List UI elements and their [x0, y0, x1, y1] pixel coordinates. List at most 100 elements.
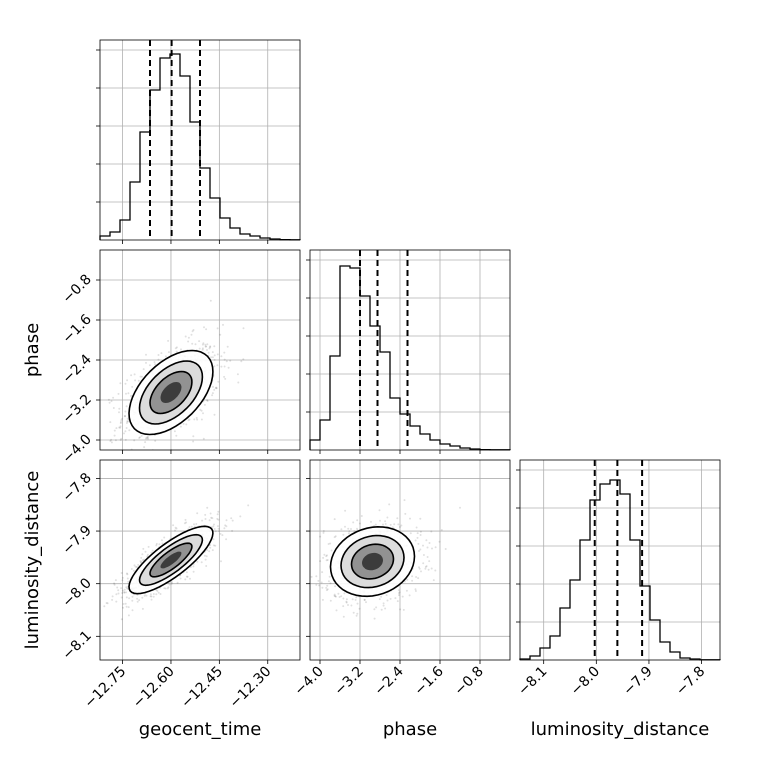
- scatter-point: [167, 351, 170, 354]
- scatter-point: [334, 585, 337, 588]
- scatter-point: [137, 379, 140, 382]
- scatter-point: [186, 575, 189, 578]
- scatter-point: [121, 592, 124, 594]
- scatter-point: [196, 418, 199, 421]
- scatter-point: [333, 518, 336, 521]
- scatter-point: [398, 526, 401, 528]
- scatter-point: [148, 364, 151, 367]
- scatter-point: [216, 364, 219, 367]
- scatter-point: [192, 570, 195, 573]
- tick-label-x: −2.4: [371, 663, 406, 698]
- scatter-point: [201, 519, 204, 522]
- scatter-point: [225, 525, 228, 528]
- scatter-point: [153, 361, 156, 364]
- scatter-point: [375, 606, 378, 609]
- scatter-point: [201, 348, 204, 351]
- scatter-point: [198, 347, 201, 350]
- scatter-point: [205, 328, 208, 331]
- scatter-point: [145, 594, 148, 597]
- scatter-point: [363, 598, 366, 601]
- scatter-point: [374, 523, 377, 526]
- scatter-point: [212, 385, 214, 388]
- panel-luminosity_distance-luminosity_distance: −8.1 −8.0 −7.9 −7.8: [515, 459, 721, 699]
- scatter-point: [239, 515, 242, 518]
- scatter-point: [236, 373, 239, 376]
- scatter-point: [112, 407, 115, 409]
- scatter-point: [227, 366, 230, 369]
- scatter-point: [340, 595, 343, 598]
- scatter-point: [396, 600, 399, 603]
- scatter-point: [191, 330, 194, 333]
- scatter-point: [155, 544, 158, 547]
- scatter-point: [128, 429, 131, 432]
- scatter-point: [294, 561, 296, 563]
- tick-label-y: −1.6: [59, 311, 94, 346]
- scatter-point: [133, 564, 136, 567]
- tick-label-x: −12.60: [130, 664, 178, 712]
- scatter-point: [188, 526, 191, 529]
- scatter-point: [189, 577, 191, 580]
- scatter-point: [240, 360, 243, 363]
- scatter-point: [192, 440, 195, 443]
- scatter-point: [120, 437, 123, 440]
- scatter-point: [103, 605, 106, 608]
- scatter-point: [193, 418, 196, 421]
- scatter-point: [130, 374, 133, 377]
- scatter-point: [158, 543, 161, 546]
- scatter-point: [414, 539, 417, 542]
- scatter-point: [391, 526, 394, 529]
- scatter-point: [196, 560, 199, 563]
- scatter-point: [138, 599, 141, 602]
- scatter-point: [217, 527, 220, 530]
- scatter-point: [157, 358, 160, 361]
- scatter-point: [213, 365, 216, 368]
- tick-label-y: −8.0: [59, 575, 94, 610]
- scatter-point: [187, 336, 190, 339]
- scatter-point: [402, 608, 405, 611]
- scatter-point: [133, 373, 136, 376]
- scatter-point: [141, 607, 144, 610]
- scatter-point: [211, 549, 214, 552]
- scatter-point: [396, 517, 399, 520]
- scatter-point: [150, 598, 153, 601]
- scatter-point: [203, 554, 206, 557]
- scatter-point: [124, 382, 127, 385]
- scatter-point: [205, 555, 208, 558]
- scatter-point: [142, 368, 145, 371]
- scatter-point: [216, 517, 219, 520]
- scatter-point: [125, 596, 128, 599]
- scatter-point: [214, 387, 217, 390]
- scatter-point: [398, 592, 400, 595]
- scatter-point: [398, 594, 400, 597]
- scatter-point: [225, 519, 228, 522]
- scatter-point: [108, 401, 111, 404]
- scatter-point: [131, 609, 134, 612]
- scatter-point: [114, 579, 117, 582]
- scatter-point: [347, 532, 350, 535]
- scatter-point: [183, 522, 186, 525]
- scatter-point: [147, 437, 149, 440]
- scatter-point: [124, 430, 127, 433]
- scatter-point: [123, 415, 126, 418]
- scatter-point: [110, 438, 113, 441]
- scatter-point: [142, 547, 145, 550]
- scatter-point: [73, 430, 75, 432]
- scatter-point: [145, 436, 148, 439]
- scatter-point: [95, 605, 97, 607]
- scatter-point: [120, 618, 123, 621]
- y-axis-label-luminosity_distance: luminosity_distance: [22, 471, 43, 650]
- contour-line: [138, 360, 204, 425]
- panel-luminosity_distance-geocent_time: −8.1 −8.0 −7.9 −7.8 −12.75 −12.60 −12.45 −12.30: [59, 459, 301, 712]
- scatter-point: [118, 426, 121, 429]
- scatter-point: [415, 526, 418, 529]
- scatter-point: [420, 570, 422, 573]
- scatter-point: [163, 587, 166, 590]
- scatter-point: [444, 548, 447, 550]
- scatter-point: [419, 534, 422, 536]
- scatter-point: [403, 499, 406, 502]
- scatter-point: [190, 333, 193, 336]
- scatter-point: [397, 589, 400, 592]
- scatter-point: [192, 329, 195, 331]
- scatter-point: [174, 529, 176, 532]
- tick-label-x: −12.75: [81, 664, 129, 712]
